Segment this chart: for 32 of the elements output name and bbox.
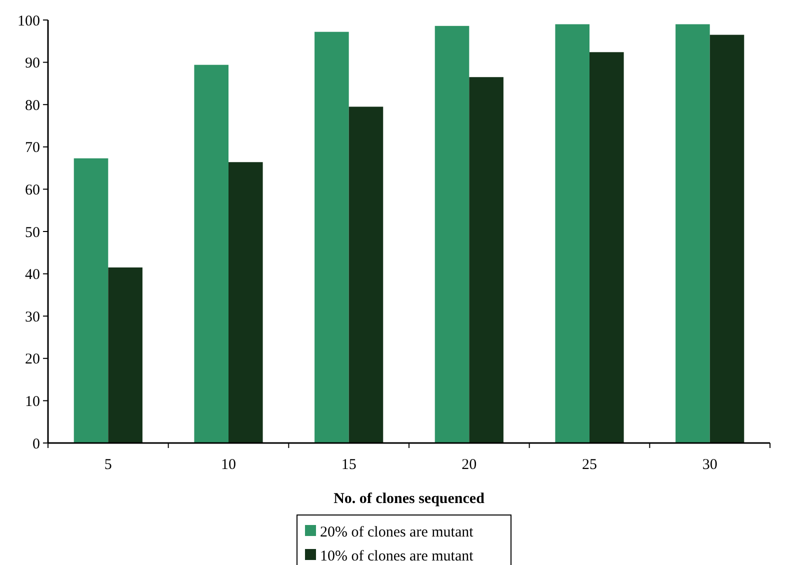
y-tick-label: 80 — [25, 98, 40, 114]
y-tick-label: 30 — [25, 309, 40, 326]
bar — [590, 52, 624, 443]
y-tick-label: 0 — [32, 436, 40, 452]
bar — [108, 267, 142, 443]
bar — [228, 162, 263, 443]
bar — [348, 106, 384, 443]
y-tick-label: 100 — [18, 13, 40, 30]
legend-label: 10% of clones are mutant — [320, 548, 474, 564]
y-tick-label: 60 — [25, 182, 40, 198]
y-tick-label: 20 — [25, 352, 40, 368]
x-axis-title: No. of clones sequenced — [334, 491, 486, 507]
y-tick-label: 70 — [25, 140, 40, 156]
x-tick-label: 15 — [341, 457, 356, 473]
legend-label: 20% of clones are mutant — [320, 524, 474, 540]
bar — [469, 77, 504, 443]
x-tick-label: 20 — [462, 457, 477, 473]
bar — [434, 26, 470, 443]
y-tick-label: 50 — [25, 224, 40, 241]
x-tick-label: 10 — [221, 457, 236, 473]
y-tick-label: 10 — [25, 394, 40, 410]
x-tick-label: 30 — [702, 457, 718, 473]
bar — [676, 24, 710, 443]
bar — [555, 24, 590, 443]
bar — [194, 64, 228, 443]
y-tick-label: 90 — [25, 56, 40, 72]
bar — [710, 34, 744, 443]
bar — [74, 158, 108, 443]
y-tick-label: 40 — [25, 267, 40, 284]
x-tick-label: 5 — [104, 457, 112, 473]
x-tick-label: 25 — [582, 457, 597, 473]
bar — [314, 32, 349, 443]
